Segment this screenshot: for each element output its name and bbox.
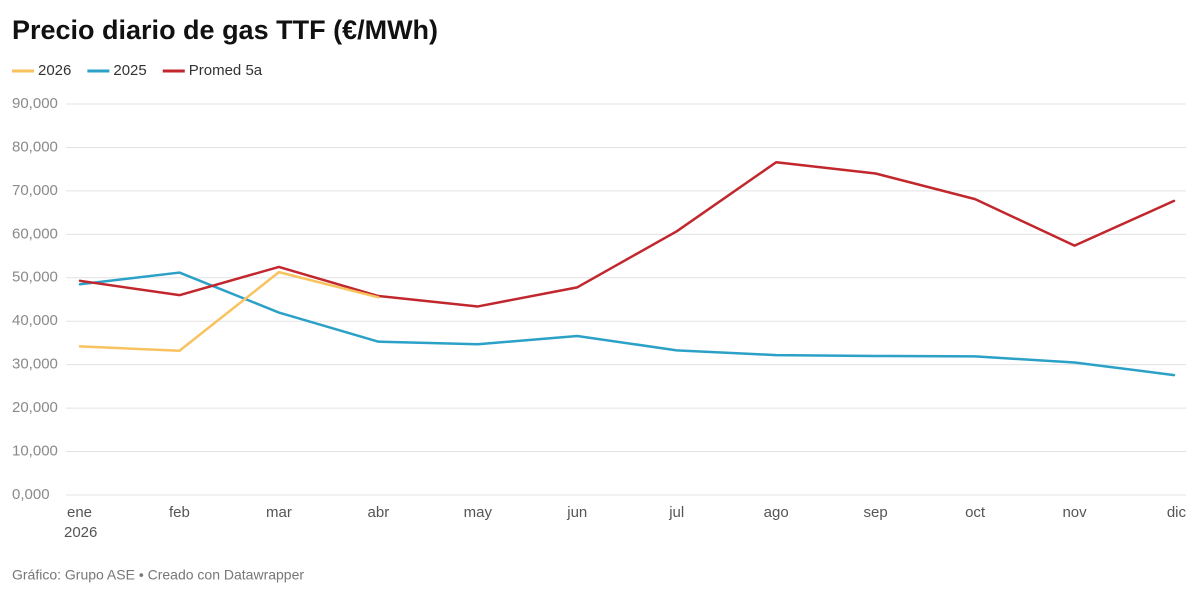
x-tick-label: ene (67, 504, 92, 521)
y-tick-label: 80,000 (12, 138, 58, 155)
x-tick-label: oct (965, 504, 986, 521)
x-tick-label: mar (266, 504, 292, 521)
series-line (78, 270, 380, 353)
footer: Gráfico: Grupo ASE • Creado con Datawrap… (12, 567, 304, 583)
y-tick-label: 50,000 (12, 269, 58, 286)
y-tick-label: 40,000 (12, 312, 58, 329)
y-tick-label: 30,000 (12, 356, 58, 373)
legend-label: Promed 5a (189, 62, 263, 79)
y-tick-label: 70,000 (12, 182, 58, 199)
x-tick-label: nov (1062, 504, 1087, 521)
x-tick-label: feb (169, 504, 190, 521)
x-tick-label: jul (668, 504, 684, 521)
x-tick-label: sep (864, 504, 888, 521)
y-tick-label: 20,000 (12, 399, 58, 416)
y-tick-label: 90,000 (12, 95, 58, 112)
x-tick-sublabel: 2026 (64, 524, 97, 541)
y-tick-label: 60,000 (12, 225, 58, 242)
x-tick-label: dic (1167, 504, 1187, 521)
x-tick-label: abr (368, 504, 390, 521)
legend-label: 2026 (38, 62, 71, 79)
series-line (78, 271, 1176, 377)
y-tick-label: 10,000 (12, 443, 58, 460)
x-tick-label: jun (566, 504, 587, 521)
x-tick-label: may (464, 504, 493, 521)
x-tick-label: ago (764, 504, 789, 521)
series-line (78, 160, 1176, 308)
chart-title: Precio diario de gas TTF (€/MWh) (12, 15, 438, 45)
y-tick-label: 0,000 (12, 486, 50, 503)
legend-label: 2025 (113, 62, 146, 79)
